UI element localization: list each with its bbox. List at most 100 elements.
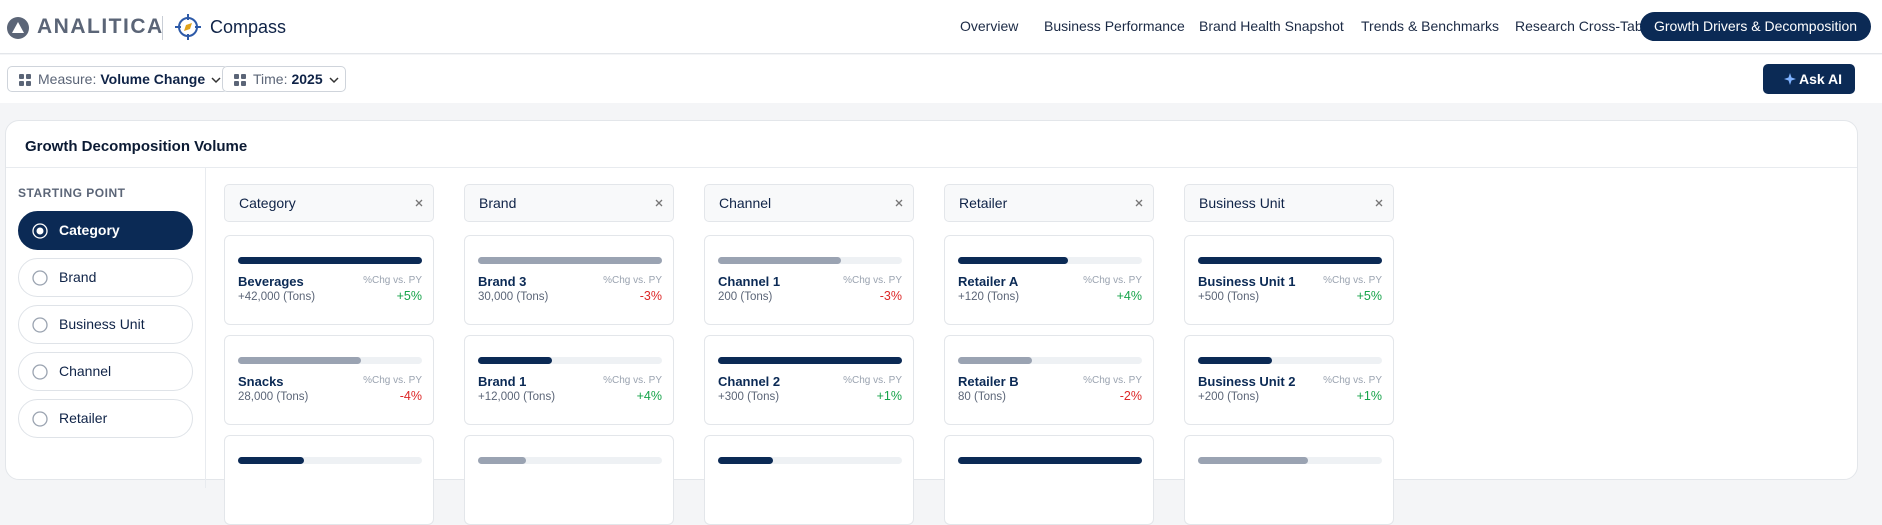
filter-label: Time: — [253, 71, 288, 87]
chevron-path — [211, 77, 221, 84]
starting-option[interactable]: Category — [18, 211, 193, 250]
close-icon[interactable] — [1134, 198, 1144, 208]
close-path — [895, 199, 903, 207]
change-value: +5% — [1356, 289, 1382, 303]
node-value: +300 (Tons) — [718, 391, 780, 403]
node-card[interactable]: Channel 2 +300 (Tons) %Chg vs. PY +1% — [704, 335, 914, 425]
grid-icon — [19, 74, 31, 86]
column-header: Category — [224, 184, 434, 222]
node-name: Business Unit 2 — [1198, 374, 1296, 389]
node-card[interactable] — [704, 435, 914, 525]
node-card[interactable] — [224, 435, 434, 525]
change-label: %Chg vs. PY — [1083, 375, 1142, 386]
grid-cell — [26, 74, 31, 79]
node-card[interactable]: Business Unit 2 +200 (Tons) %Chg vs. PY +1% — [1184, 335, 1394, 425]
bar-fill — [718, 257, 842, 264]
starting-point-title: STARTING POINT — [18, 186, 126, 200]
node-card[interactable]: Retailer B 80 (Tons) %Chg vs. PY -2% — [944, 335, 1154, 425]
separator — [6, 167, 1857, 168]
node-name: Retailer A — [958, 274, 1019, 289]
close-icon[interactable] — [1374, 198, 1384, 208]
change-value: +4% — [636, 389, 662, 403]
radio — [32, 317, 48, 333]
bar-fill — [958, 357, 1032, 364]
grid-cell — [19, 74, 24, 79]
radio — [32, 411, 48, 427]
nav-label: Growth Drivers & Decomposition — [1654, 18, 1858, 34]
change-value: -2% — [1119, 389, 1142, 403]
nav-item[interactable]: Business Performance — [1030, 12, 1199, 41]
grid-icon — [234, 74, 246, 86]
column-header: Brand — [464, 184, 674, 222]
radio-ring — [32, 411, 48, 427]
node-card[interactable] — [944, 435, 1154, 525]
bar-track — [478, 357, 662, 364]
starting-option[interactable]: Business Unit — [18, 305, 193, 344]
node-card[interactable]: Brand 1 +12,000 (Tons) %Chg vs. PY +4% — [464, 335, 674, 425]
filter-dropdown[interactable]: Measure: Volume Change — [7, 66, 229, 92]
radio-ring — [32, 317, 48, 333]
node-card[interactable] — [464, 435, 674, 525]
nav-label: Brand Health Snapshot — [1199, 18, 1344, 34]
change-label: %Chg vs. PY — [363, 375, 422, 386]
chevron — [329, 77, 339, 84]
filter-dropdown[interactable]: Time: 2025 — [222, 66, 346, 92]
nav-label: Business Performance — [1044, 18, 1185, 34]
change-label: %Chg vs. PY — [1083, 275, 1142, 286]
bar-fill — [718, 457, 774, 464]
starting-option[interactable]: Brand — [18, 258, 193, 297]
bar-track — [958, 357, 1142, 364]
node-card[interactable]: Brand 3 30,000 (Tons) %Chg vs. PY -3% — [464, 235, 674, 325]
chevron-path — [329, 77, 339, 84]
node-card[interactable]: Retailer A +120 (Tons) %Chg vs. PY +4% — [944, 235, 1154, 325]
nav-item[interactable]: Research Cross-Tab — [1501, 12, 1657, 41]
node-card[interactable]: Beverages +42,000 (Tons) %Chg vs. PY +5% — [224, 235, 434, 325]
node-card[interactable] — [1184, 435, 1394, 525]
divider — [162, 16, 163, 40]
radio-dot — [36, 227, 44, 235]
change-label: %Chg vs. PY — [843, 375, 902, 386]
ask-ai-label: Ask AI — [1799, 71, 1843, 87]
grid-cell — [241, 81, 246, 86]
node-card[interactable]: Snacks 28,000 (Tons) %Chg vs. PY -4% — [224, 335, 434, 425]
bar-fill — [238, 257, 422, 264]
node-value: +500 (Tons) — [1198, 291, 1260, 303]
change-label: %Chg vs. PY — [1323, 375, 1382, 386]
filter-value: Volume Change — [100, 71, 206, 87]
node-value: +42,000 (Tons) — [238, 291, 316, 303]
ask-ai-button[interactable]: Ask AI — [1763, 64, 1855, 94]
panel-title: Growth Decomposition Volume — [25, 138, 248, 155]
close-icon[interactable] — [414, 198, 424, 208]
starting-option[interactable]: Retailer — [18, 399, 193, 438]
bar-fill — [1198, 457, 1309, 464]
node-card[interactable]: Business Unit 1 +500 (Tons) %Chg vs. PY +5% — [1184, 235, 1394, 325]
column-header: Channel — [704, 184, 914, 222]
node-card[interactable]: Channel 1 200 (Tons) %Chg vs. PY -3% — [704, 235, 914, 325]
bar-fill — [238, 357, 362, 364]
close-icon[interactable] — [894, 198, 904, 208]
change-value: -4% — [399, 389, 422, 403]
product-name: Compass — [210, 17, 287, 37]
nav-item[interactable]: Growth Drivers & Decomposition — [1640, 12, 1872, 41]
node-name: Snacks — [238, 374, 284, 389]
nav-item[interactable]: Trends & Benchmarks — [1347, 12, 1513, 41]
compass-icon — [175, 14, 201, 40]
nav-label: Research Cross-Tab — [1515, 18, 1643, 34]
nav-item[interactable]: Overview — [946, 12, 1032, 41]
nav-item[interactable]: Brand Health Snapshot — [1185, 12, 1358, 41]
node-name: Brand 3 — [478, 274, 527, 289]
filter-label: Measure: — [38, 71, 97, 87]
radio-ring — [32, 223, 48, 239]
radio-ring — [32, 364, 48, 380]
node-name: Channel 2 — [718, 374, 781, 389]
bar-fill — [958, 457, 1142, 464]
close-path — [1135, 199, 1143, 207]
filter-value: 2025 — [291, 71, 323, 87]
grid-cell — [234, 81, 239, 86]
bar-fill — [1198, 257, 1382, 264]
change-value: -3% — [639, 289, 662, 303]
close-icon[interactable] — [654, 198, 664, 208]
starting-option[interactable]: Channel — [18, 352, 193, 391]
top-bar: ANALITICA Compass Overview Business Perfo… — [0, 0, 1882, 54]
